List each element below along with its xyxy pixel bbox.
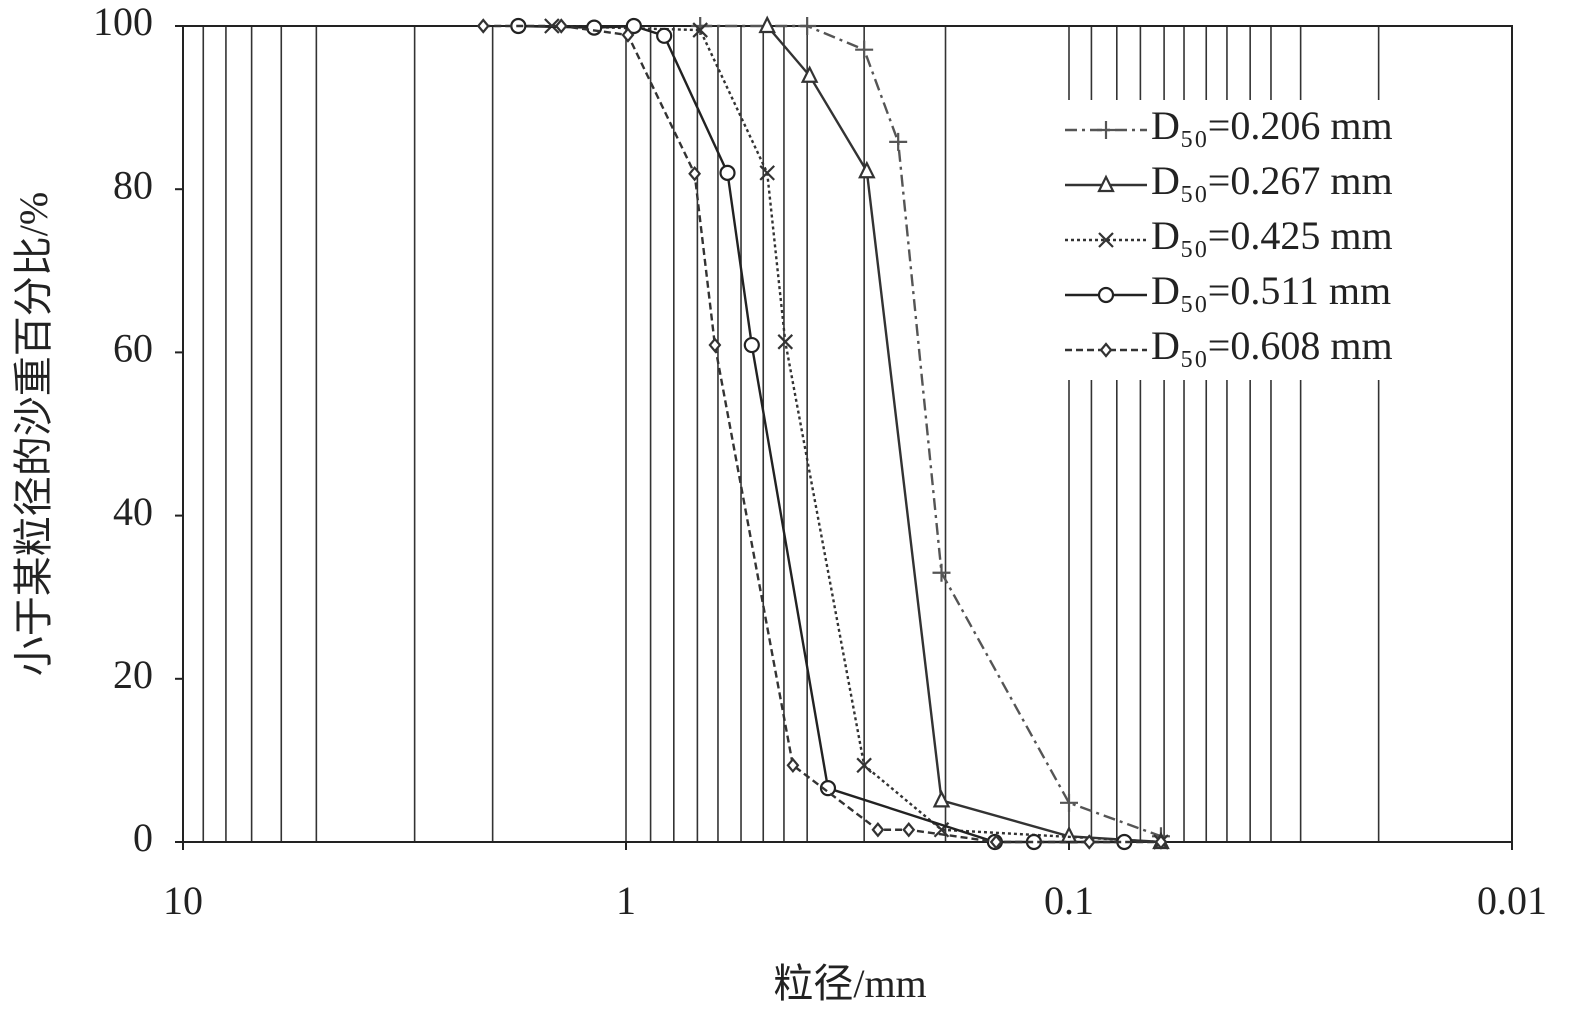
legend-label: D₅₀=0.511 mm bbox=[1151, 268, 1391, 313]
marker bbox=[932, 563, 951, 582]
y-tick-label: 100 bbox=[93, 0, 153, 44]
marker bbox=[1060, 793, 1078, 812]
marker bbox=[777, 334, 794, 350]
marker bbox=[858, 160, 876, 179]
y-axis-label: 小于某粒径的沙重百分比/% bbox=[11, 192, 56, 676]
marker bbox=[743, 336, 760, 354]
marker bbox=[855, 40, 874, 59]
x-tick-label: 0.01 bbox=[1477, 878, 1547, 923]
series-line bbox=[483, 24, 1161, 844]
marker bbox=[798, 17, 817, 35]
marker bbox=[989, 834, 1003, 850]
series-line bbox=[518, 24, 1125, 844]
legend-label: D₅₀=0.608 mm bbox=[1151, 323, 1393, 368]
marker bbox=[758, 15, 776, 34]
legend-label: D₅₀=0.425 mm bbox=[1151, 213, 1393, 258]
y-tick-label: 40 bbox=[113, 489, 153, 534]
plot-frame bbox=[182, 25, 1513, 843]
marker bbox=[889, 132, 908, 151]
x-tick-label: 10 bbox=[163, 878, 203, 923]
marker bbox=[586, 19, 603, 36]
marker bbox=[1154, 834, 1168, 850]
marker bbox=[625, 17, 642, 35]
legend-label: D₅₀=0.206 mm bbox=[1151, 103, 1393, 148]
marker bbox=[1097, 121, 1115, 139]
marker bbox=[656, 27, 673, 44]
y-tick-label: 60 bbox=[113, 326, 153, 371]
series-line bbox=[766, 25, 1162, 844]
marker bbox=[692, 22, 708, 38]
marker bbox=[621, 27, 635, 43]
marker bbox=[476, 18, 490, 34]
marker bbox=[759, 165, 775, 181]
marker bbox=[1097, 286, 1115, 304]
x-axis-label: 粒径/mm bbox=[773, 961, 926, 1006]
marker bbox=[708, 337, 722, 353]
marker bbox=[856, 757, 872, 774]
marker bbox=[1097, 174, 1115, 193]
x-tick-label: 0.1 bbox=[1044, 878, 1094, 923]
marker bbox=[719, 164, 736, 181]
marker bbox=[554, 18, 568, 34]
marker bbox=[932, 789, 951, 808]
y-tick-label: 80 bbox=[113, 162, 153, 207]
marker bbox=[902, 822, 916, 838]
y-tick-label: 0 bbox=[133, 815, 153, 860]
marker bbox=[819, 780, 837, 797]
marker bbox=[871, 822, 885, 838]
marker bbox=[1082, 834, 1096, 850]
marker bbox=[1098, 232, 1114, 248]
marker bbox=[800, 65, 819, 83]
x-tick-label: 1 bbox=[616, 878, 636, 923]
marker bbox=[688, 165, 702, 182]
y-tick-label: 20 bbox=[113, 652, 153, 697]
legend-label: D₅₀=0.267 mm bbox=[1151, 158, 1393, 203]
marker bbox=[1099, 342, 1113, 358]
marker bbox=[786, 757, 800, 774]
